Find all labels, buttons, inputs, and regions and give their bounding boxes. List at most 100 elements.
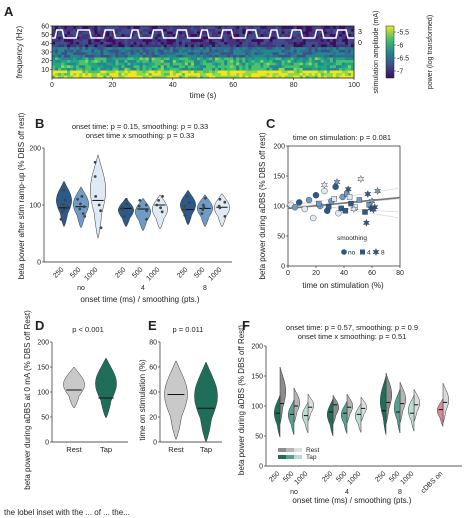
spectrogram-xlabel: time (s) [190,91,217,100]
heatmap-cell [293,65,297,68]
heatmap-cell [76,46,80,50]
heatmap-cell [287,49,291,53]
heatmap-cell [64,31,68,35]
heatmap-cell [218,65,222,68]
heatmap-cell [199,72,204,76]
heatmap-cell [278,59,282,63]
heatmap-cell [91,67,95,71]
heatmap-cell [58,65,62,68]
heatmap-cell [178,52,183,55]
heatmap-cell [175,33,180,37]
heatmap-cell [94,59,98,63]
heatmap-cell [184,26,189,29]
heatmap-cell [139,70,143,74]
heatmap-cell [70,39,74,42]
heatmap-cell [293,59,297,63]
heatmap-cell [178,36,183,40]
heatmap-cell [332,44,337,48]
heatmap-cell [142,59,146,63]
spectrogram-x-tick-label: 100 [348,82,360,89]
heatmap-cell [308,44,313,48]
heatmap-cell [209,28,213,32]
heatmap-cell [184,41,189,45]
heatmap-cell [193,41,198,45]
heatmap-cell [151,70,155,74]
heatmap-cell [190,33,195,37]
heatmap-cell [290,44,294,48]
heatmap-cell [79,39,83,42]
heatmap-cell [263,26,267,29]
panel-f-y-tick-label: 200 [251,344,263,351]
heatmap-cell [139,52,143,55]
heatmap-cell [124,62,128,66]
heatmap-cell [64,75,68,79]
heatmap-cell [127,52,131,55]
heatmap-cell [308,62,313,66]
heatmap-cell [91,39,95,42]
panel-f-legend-label-tap: Tap [306,454,317,461]
heatmap-cell [329,65,334,68]
heatmap-cell [311,70,316,74]
heatmap-cell [227,54,231,58]
heatmap-cell [121,70,125,74]
heatmap-cell [260,62,264,66]
heatmap-cell [64,54,68,58]
heatmap-cell [70,28,74,32]
heatmap-cell [287,75,291,79]
heatmap-cell [335,57,340,61]
heatmap-cell [88,41,92,45]
heatmap-cell [76,54,80,58]
heatmap-cell [263,62,267,66]
heatmap-cell [67,67,71,71]
heatmap-cell [148,46,152,50]
heatmap-cell [215,26,219,29]
heatmap-cell [263,49,267,53]
heatmap-cell [254,44,258,48]
heatmap-cell [82,41,86,45]
heatmap-cell [236,26,240,29]
heatmap-cell [52,33,56,37]
heatmap-cell [293,36,297,40]
heatmap-cell [320,65,325,68]
panel-b-point [78,207,82,211]
heatmap-cell [266,54,270,58]
heatmap-cell [175,41,180,45]
heatmap-cell [266,67,270,71]
heatmap-cell [142,70,146,74]
heatmap-cell [314,39,319,42]
heatmap-cell [175,75,180,79]
heatmap-cell [227,41,231,45]
heatmap-cell [79,65,83,68]
heatmap-cell [221,39,225,42]
heatmap-cell [169,46,174,50]
heatmap-cell [209,62,213,66]
heatmap-cell [88,62,92,66]
heatmap-cell [70,31,74,35]
heatmap-cell [278,31,282,35]
heatmap-cell [272,52,276,55]
heatmap-cell [266,31,270,35]
heatmap-cell [130,67,134,71]
heatmap-cell [58,31,62,35]
heatmap-cell [76,49,80,53]
heatmap-cell [64,62,68,66]
heatmap-cell [308,46,313,50]
heatmap-cell [299,70,303,74]
heatmap-cell [106,75,110,79]
heatmap-cell [121,62,125,66]
heatmap-cell [272,31,276,35]
heatmap-cell [103,65,107,68]
heatmap-cell [187,65,192,68]
heatmap-cell [215,70,219,74]
heatmap-cell [136,41,140,45]
heatmap-cell [296,36,300,40]
heatmap-cell [151,49,155,53]
heatmap-cell [212,52,216,55]
heatmap-cell [203,52,207,55]
heatmap-cell [79,31,83,35]
heatmap-cell [344,54,349,58]
heatmap-cell [299,26,303,29]
panel-f-violin-tap [380,375,387,435]
heatmap-cell [187,46,192,50]
heatmap-cell [199,26,204,29]
